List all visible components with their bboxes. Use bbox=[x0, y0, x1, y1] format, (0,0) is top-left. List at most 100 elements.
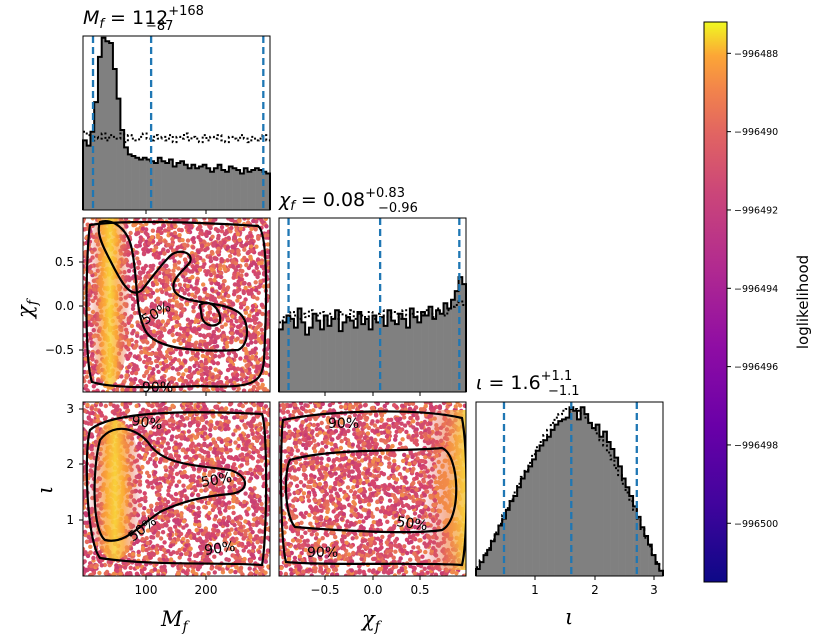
chif-iota-point bbox=[303, 510, 309, 516]
mf-iota-point bbox=[215, 532, 220, 537]
chif-bar-13 bbox=[327, 325, 332, 392]
mf-iota-point bbox=[215, 528, 221, 534]
mf-iota-label-90a: 90% bbox=[130, 413, 163, 433]
mf-chif-point bbox=[150, 290, 156, 296]
mf-iota-point bbox=[184, 416, 189, 421]
mf-iota-point bbox=[124, 572, 130, 576]
mf-iota-point bbox=[89, 405, 94, 411]
mf-iota-point bbox=[178, 497, 183, 503]
mf-iota-point bbox=[206, 571, 211, 576]
mf-iota-point bbox=[180, 474, 186, 479]
iota-bar-41 bbox=[629, 495, 634, 576]
mf-chif-point bbox=[254, 369, 259, 374]
mf-iota-point bbox=[145, 479, 150, 484]
mf-iota-point bbox=[251, 537, 257, 542]
mf-chif-point bbox=[226, 351, 232, 356]
mf-iota-point bbox=[173, 497, 179, 503]
mf-iota-point bbox=[224, 442, 230, 447]
mf-iota-point bbox=[250, 431, 255, 437]
mf-iota-point bbox=[196, 513, 201, 518]
mf-iota-point bbox=[195, 423, 201, 428]
mf-chif-point bbox=[128, 230, 133, 236]
mf-chif-point bbox=[190, 253, 195, 259]
mf-chif-point bbox=[149, 301, 155, 307]
mf-iota-point bbox=[175, 519, 180, 524]
mf-chif-point bbox=[238, 301, 244, 307]
mf-iota-point bbox=[222, 521, 227, 526]
mf-chif-point bbox=[128, 377, 134, 382]
mf-chif-point bbox=[133, 377, 138, 382]
iota-bar-19 bbox=[547, 436, 552, 576]
mf-iota-point bbox=[232, 495, 237, 501]
mf-chif-point bbox=[235, 389, 240, 392]
mf-iota-point bbox=[219, 439, 224, 444]
chif-bar-49 bbox=[462, 284, 467, 392]
mf-chif-point bbox=[202, 240, 207, 245]
mf-chif-point bbox=[244, 272, 249, 277]
mf-chif-point bbox=[222, 337, 228, 342]
mf-bar-15 bbox=[139, 159, 144, 210]
mf-chif-point bbox=[184, 302, 190, 307]
mf-bar-33 bbox=[206, 168, 211, 210]
mf-chif-point bbox=[255, 296, 260, 301]
mf-chif-point bbox=[130, 331, 135, 336]
mf-iota-point bbox=[112, 411, 117, 416]
iota-bar-10 bbox=[513, 495, 518, 576]
mf-bar-26 bbox=[180, 161, 185, 210]
chif-step-solid bbox=[278, 276, 467, 392]
mf-chif-point bbox=[247, 313, 252, 318]
mf-chif-point bbox=[176, 266, 181, 271]
mf-iota-point bbox=[168, 536, 173, 541]
mf-chif-point bbox=[166, 242, 171, 248]
chif-bar-23 bbox=[365, 318, 370, 392]
mf-chif-point bbox=[199, 372, 204, 377]
mf-chif-point bbox=[249, 226, 254, 232]
mf-iota-point bbox=[214, 524, 219, 529]
chif-bar-9 bbox=[312, 313, 317, 392]
chif-histogram bbox=[278, 218, 467, 392]
mf-chif-point bbox=[178, 352, 183, 357]
mf-iota-point bbox=[179, 435, 184, 440]
mf-chif-point bbox=[197, 267, 203, 272]
mf-chif-contour-90 bbox=[85, 220, 268, 389]
mf-iota-point bbox=[162, 448, 168, 453]
mf-chif-point bbox=[253, 320, 258, 325]
mf-chif-point bbox=[266, 229, 270, 234]
mf-chif-point bbox=[251, 314, 257, 319]
mf-iota-point bbox=[184, 523, 189, 528]
chif-iota-point bbox=[292, 555, 298, 561]
chif-bar-21 bbox=[357, 311, 362, 392]
mf-chif-point bbox=[229, 327, 235, 332]
mf-iota-label-90b: 90% bbox=[203, 539, 236, 559]
chif-title: χf = 0.08+0.83 bbox=[278, 186, 405, 214]
mf-chif-point bbox=[193, 353, 199, 358]
iota-bar-22 bbox=[558, 421, 563, 576]
mf-chif-point bbox=[235, 282, 240, 287]
mf-iota-point bbox=[211, 468, 216, 474]
mf-iota-point bbox=[267, 411, 270, 416]
mf-iota-point bbox=[237, 402, 242, 408]
mf-bar-38 bbox=[225, 171, 230, 210]
mf-iota-point bbox=[159, 523, 164, 528]
mf-iota-point bbox=[140, 546, 146, 551]
mf-chif-point bbox=[267, 265, 270, 271]
mf-iota-point bbox=[83, 560, 86, 565]
chif-bar-35 bbox=[409, 308, 414, 392]
mf-chif-point bbox=[232, 235, 238, 241]
mf-chif-point bbox=[176, 358, 182, 363]
mf-iota-point bbox=[227, 489, 232, 494]
iota-title-sub: −1.1 bbox=[548, 384, 580, 399]
mf-bar-5 bbox=[101, 37, 106, 210]
mf-iota-point bbox=[89, 563, 94, 569]
mf-iota-point bbox=[94, 429, 100, 434]
mf-iota-point bbox=[246, 433, 251, 439]
mf-iota-point bbox=[229, 481, 234, 486]
mf-iota-point bbox=[164, 458, 169, 463]
iota-bar-9 bbox=[509, 501, 514, 576]
mf-iota-point bbox=[192, 535, 197, 540]
mf-chif-point bbox=[165, 248, 171, 254]
mf-iota-point bbox=[148, 420, 154, 425]
mf-chif-point bbox=[212, 240, 218, 245]
mf-chif-point bbox=[205, 292, 210, 298]
mf-chif-point bbox=[83, 351, 87, 357]
